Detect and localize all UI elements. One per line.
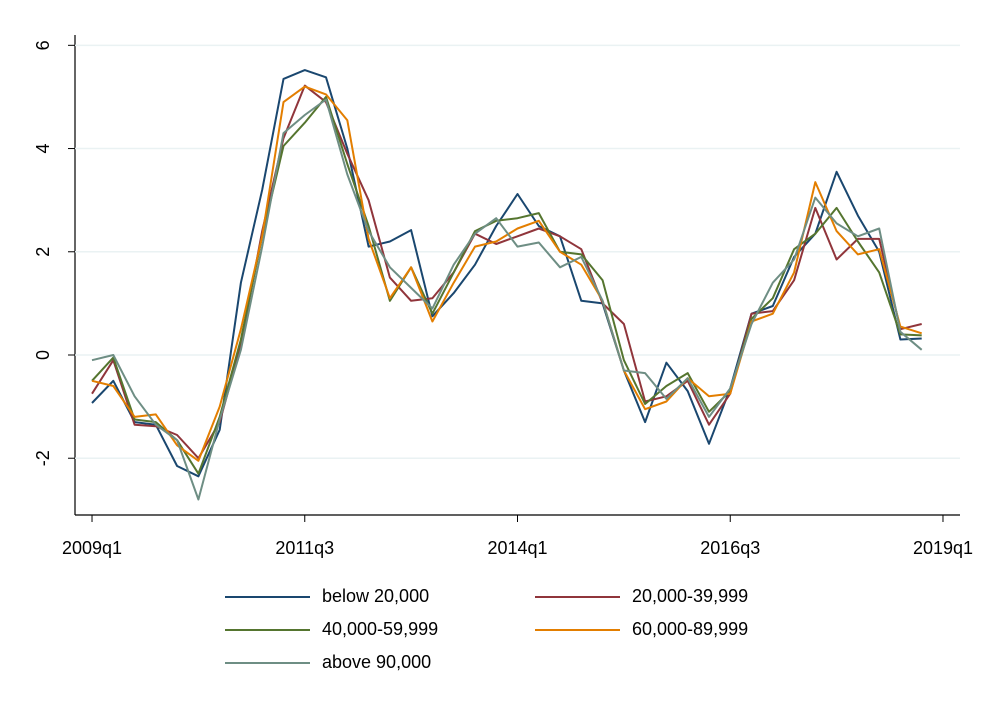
series-line bbox=[91, 85, 923, 462]
y-tick-label: 4 bbox=[33, 144, 53, 154]
y-tick-label: 2 bbox=[33, 247, 53, 257]
x-tick-label: 2011q3 bbox=[275, 538, 334, 558]
legend-label: above 90,000 bbox=[322, 652, 431, 672]
legend-label: below 20,000 bbox=[322, 586, 429, 606]
legend-label: 20,000-39,999 bbox=[632, 586, 748, 606]
x-tick-label: 2009q1 bbox=[62, 538, 122, 558]
x-tick-label: 2019q1 bbox=[913, 538, 973, 558]
y-tick-label: -2 bbox=[33, 450, 53, 466]
series-line bbox=[91, 95, 922, 475]
y-tick-label: 0 bbox=[33, 350, 53, 360]
series-line bbox=[91, 98, 923, 501]
legend-label: 40,000-59,999 bbox=[322, 619, 438, 639]
series-line bbox=[91, 69, 922, 478]
y-tick-label: 6 bbox=[33, 40, 53, 50]
x-tick-label: 2016q3 bbox=[700, 538, 760, 558]
x-tick-label: 2014q1 bbox=[487, 538, 547, 558]
legend-label: 60,000-89,999 bbox=[632, 619, 748, 639]
